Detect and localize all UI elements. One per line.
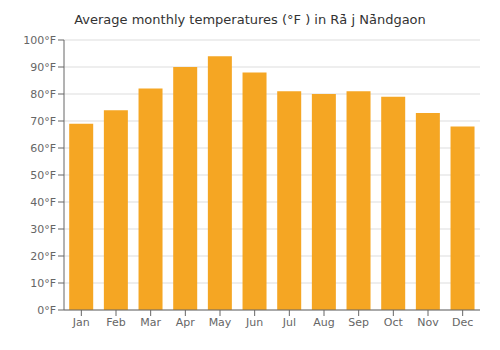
svg-text:Mar: Mar [140, 316, 161, 329]
svg-text:100°F: 100°F [23, 34, 56, 47]
svg-text:Feb: Feb [106, 316, 125, 329]
svg-text:30°F: 30°F [30, 223, 56, 236]
svg-text:Nov: Nov [417, 316, 439, 329]
html-text:Average monthly temperatures (: Average monthly temperatures (°F ) in Rā… [74, 12, 426, 27]
svg-text:20°F: 20°F [30, 250, 56, 263]
svg-text:Jul: Jul [282, 316, 296, 329]
svg-text:0°F: 0°F [37, 304, 56, 317]
svg-text:40°F: 40°F [30, 196, 56, 209]
svg-text:90°F: 90°F [30, 61, 56, 74]
svg-text:50°F: 50°F [30, 169, 56, 182]
svg-text:Jan: Jan [72, 316, 90, 329]
svg-text:60°F: 60°F [30, 142, 56, 155]
svg-text:Aug: Aug [313, 316, 334, 329]
svg-text:May: May [209, 316, 232, 329]
svg-text:Oct: Oct [384, 316, 404, 329]
svg-text:70°F: 70°F [30, 115, 56, 128]
svg-text:Dec: Dec [452, 316, 473, 329]
svg-text:Apr: Apr [176, 316, 196, 329]
svg-text:Jun: Jun [245, 316, 263, 329]
svg-text:Sep: Sep [348, 316, 369, 329]
svg-text:80°F: 80°F [30, 88, 56, 101]
svg-text:10°F: 10°F [30, 277, 56, 290]
